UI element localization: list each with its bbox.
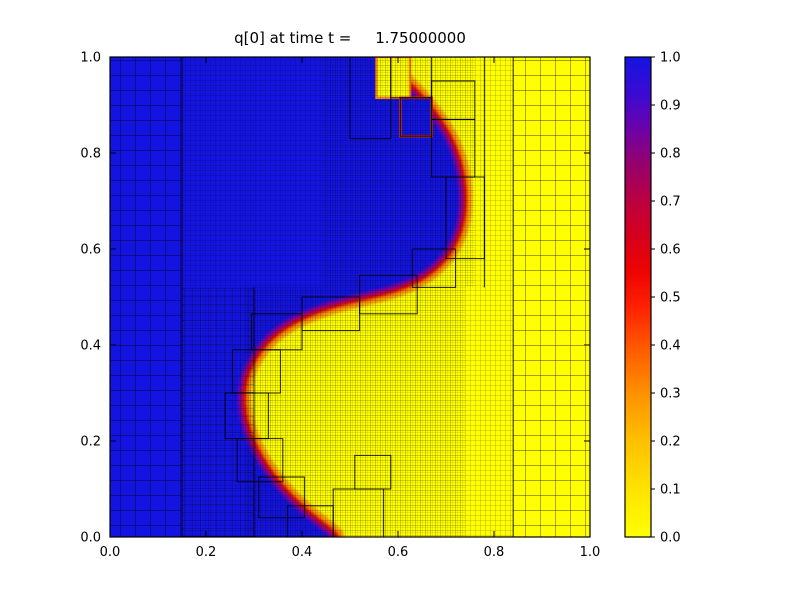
- amr-patch-outline: [236, 438, 284, 483]
- x-tick-label: 0.4: [292, 545, 313, 560]
- x-tick-label: 1.0: [580, 545, 601, 560]
- x-tick-label: 0.6: [388, 545, 409, 560]
- amr-grid-region: [182, 287, 254, 537]
- x-tick-label: 0.8: [484, 545, 505, 560]
- y-tick-label: 0.6: [80, 243, 101, 258]
- colorbar-tick-label: 1.0: [660, 51, 681, 66]
- colorbar-tick-label: 0.5: [660, 291, 681, 306]
- colorbar-tick-label: 0.2: [660, 435, 681, 450]
- y-tick-label: 1.0: [80, 51, 101, 66]
- amr-grid-region: [110, 57, 182, 537]
- x-tick-label: 0.2: [196, 545, 217, 560]
- heatmap-field: [110, 57, 590, 537]
- amr-grid-region: [321, 57, 475, 288]
- y-tick-label: 0.0: [80, 531, 101, 546]
- chart-title: q[0] at time t = 1.75000000: [234, 29, 466, 47]
- amr-patch-outline: [354, 454, 392, 490]
- amr-patch-outline: [445, 176, 485, 260]
- axes: 0.0 0.2 0.4 0.6 0.8 1.0 0.0 0.2 0.4 0.6 0.8 1.0 1.0 0…: [80, 51, 680, 561]
- colorbar-tick-label: 0.3: [660, 387, 681, 402]
- y-tick-label: 0.8: [80, 147, 101, 162]
- colorbar-tick-label: 0.8: [660, 147, 681, 162]
- colorbar: [625, 57, 651, 537]
- amr-patch-outline: [258, 476, 305, 519]
- amr-patch-outline: [431, 80, 476, 120]
- colorbar-tick-label: 0.7: [660, 195, 681, 210]
- amr-patch-outline: [359, 274, 418, 315]
- colorbar-tick-label: 0.1: [660, 483, 681, 498]
- colorbar-tick-label: 0.4: [660, 339, 681, 354]
- amr-patch-outline: [411, 248, 457, 288]
- x-tick-label: 0.0: [100, 545, 121, 560]
- colorbar-tick-label: 0.0: [660, 531, 681, 546]
- amr-grid-region: [513, 57, 590, 537]
- amr-grid-region: [244, 287, 466, 537]
- y-tick-label: 0.2: [80, 435, 101, 450]
- axes-border: [109, 56, 591, 538]
- y-tick-label: 0.4: [80, 339, 101, 354]
- colorbar-tick-label: 0.9: [660, 99, 681, 114]
- colorbar-tick-label: 0.6: [660, 243, 681, 258]
